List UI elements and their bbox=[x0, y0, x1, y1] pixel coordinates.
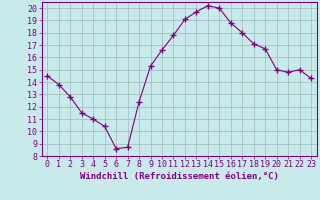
X-axis label: Windchill (Refroidissement éolien,°C): Windchill (Refroidissement éolien,°C) bbox=[80, 172, 279, 181]
